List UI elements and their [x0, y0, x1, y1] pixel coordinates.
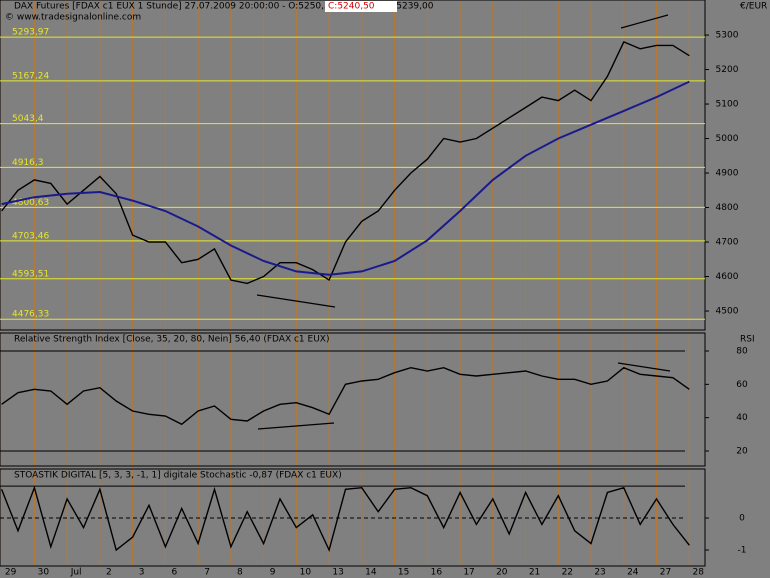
x-tick-label: 15: [398, 568, 409, 578]
x-tick-label: 2: [106, 568, 112, 578]
price-panel: [0, 0, 706, 331]
series-line: [0, 485, 690, 553]
y-tick-label: 4900: [716, 169, 739, 179]
trend-lines: [256, 14, 671, 430]
x-tick-label: 16: [431, 568, 443, 578]
x-tick-label: 6: [171, 568, 177, 578]
price-title: DAX Futures [FDAX c1 EUX 1 Stunde] 27.07…: [14, 2, 434, 12]
trend-line: [256, 294, 336, 308]
x-tick-label: 17: [463, 568, 474, 578]
unit: €/EUR: [740, 2, 767, 12]
series-line: [1, 40, 690, 285]
level-label: 4476,33: [12, 310, 49, 320]
level-label: 4593,51: [12, 269, 49, 279]
x-tick-label: Jul: [70, 568, 82, 578]
y-tick-label: 60: [736, 380, 748, 390]
level-label: 4916,3: [12, 158, 44, 168]
x-tick-label: 29: [5, 568, 17, 578]
y-tick-label: 4500: [716, 307, 739, 317]
x-tick-label: 22: [562, 568, 573, 578]
y-tick-label: 80: [736, 347, 748, 357]
series-line: [1, 80, 690, 276]
x-tick-label: 7: [204, 568, 210, 578]
y-tick-label: 20: [736, 447, 748, 457]
x-tick-label: 9: [270, 568, 276, 578]
x-tick-label: 14: [365, 568, 377, 578]
trend-line: [617, 362, 671, 372]
y-tick-label: 5100: [716, 100, 739, 110]
rsi-unit: RSI: [740, 335, 755, 345]
stoch-title: STOASTIK DIGITAL [5, 3, 3, -1, 1] digita…: [14, 471, 342, 481]
x-tick-label: 28: [693, 568, 705, 578]
y-tick-label: -1: [738, 546, 747, 556]
close-box: [325, 1, 397, 12]
level-label: 5167,24: [12, 71, 49, 81]
trend-line: [620, 14, 669, 29]
y-tick-label: 5300: [716, 31, 739, 41]
y-tick-label: 4700: [716, 238, 739, 248]
x-tick-label: 13: [332, 568, 343, 578]
level-label: 4703,46: [12, 231, 49, 241]
x-tick-label: 30: [38, 568, 50, 578]
rsi-title: Relative Strength Index [Close, 35, 20, …: [14, 335, 329, 345]
x-tick-label: 20: [496, 568, 508, 578]
series-line: [1, 366, 690, 426]
x-tick-label: 3: [139, 568, 145, 578]
x-tick-label: 23: [594, 568, 605, 578]
x-tick-label: 27: [660, 568, 671, 578]
x-tick-label: 21: [529, 568, 540, 578]
close-label: C:5240,50: [328, 2, 375, 12]
y-tick-label: 4600: [716, 272, 739, 282]
y-tick-label: 4800: [716, 203, 739, 213]
level-label: 5293,97: [12, 28, 49, 38]
y-tick-label: 40: [736, 413, 748, 423]
x-tick-label: 8: [237, 568, 243, 578]
rsi-panel: [0, 332, 706, 467]
level-label: 4800,63: [12, 198, 49, 208]
x-tick-label: 24: [627, 568, 639, 578]
level-label: 5043,4: [12, 114, 44, 124]
y-tick-label: 5000: [716, 134, 739, 144]
y-tick-label: 5200: [716, 65, 739, 75]
x-tick-label: 10: [300, 568, 312, 578]
copyright: © www.tradesignalonline.com: [5, 13, 141, 23]
y-tick-label: 0: [739, 514, 745, 524]
trend-line: [257, 422, 335, 430]
